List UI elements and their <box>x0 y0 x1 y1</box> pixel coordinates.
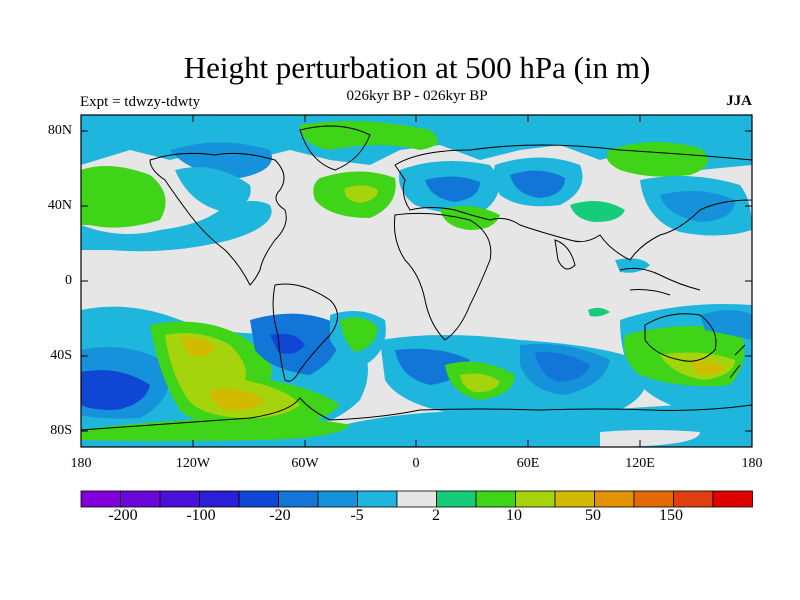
colorbar-swatch <box>278 490 319 508</box>
coast-south-america <box>272 283 338 382</box>
tick-marks <box>81 115 752 447</box>
coast-antarctica <box>81 397 752 431</box>
contour-yellow-australia <box>690 360 725 375</box>
x-tick-0: 0 <box>412 456 420 471</box>
contour-field <box>81 115 752 447</box>
contour-lime-south-indian <box>460 373 500 393</box>
colorbar-label-150: 150 <box>659 507 683 524</box>
colorbar-swatch <box>120 490 161 508</box>
contour-cyan-namerica <box>81 201 272 252</box>
colorbar-swatch <box>357 490 398 508</box>
map-title: Height perturbation at 500 hPa (in m) <box>183 50 651 85</box>
contour-green-south-atlantic <box>340 317 378 352</box>
map-subtitle: 026kyr BP - 026kyr BP <box>346 88 488 104</box>
contour-deep-blue-eurasia <box>425 176 480 202</box>
colorbar-label-50: 50 <box>585 507 601 524</box>
season-label: JJA <box>726 93 752 109</box>
contour-blue-north-2 <box>170 142 272 178</box>
colorbar-swatch <box>633 490 674 508</box>
contour-deep-blue-asia <box>510 170 565 198</box>
colorbar-label-m200: -200 <box>108 507 138 524</box>
x-tick-120e: 120E <box>625 456 655 471</box>
colorbar-swatch <box>515 490 556 508</box>
contour-yellow-atlantic <box>344 185 378 203</box>
y-tick-40s: 40S <box>50 348 72 363</box>
coast-africa <box>394 212 492 341</box>
colorbar-swatch <box>475 490 516 508</box>
y-tick-80s: 80S <box>50 423 72 438</box>
contour-green-med <box>440 206 500 230</box>
colorbar-swatches <box>80 490 753 508</box>
colorbar-swatch <box>80 490 121 508</box>
contour-blue-pacific <box>660 191 735 222</box>
coast-north-america <box>149 152 287 286</box>
coast-new-zealand <box>729 344 746 379</box>
colorbar-swatch <box>199 490 240 508</box>
colorbar-swatch <box>712 490 753 508</box>
x-tick-180-right: 180 <box>741 456 763 471</box>
colorbar-swatch <box>554 490 595 508</box>
coast-eurasia <box>394 144 752 261</box>
contour-deep-blue-south-west <box>81 370 150 410</box>
colorbar-swatch <box>396 490 437 508</box>
colorbar-swatch <box>436 490 477 508</box>
colorbar-label-m5: -5 <box>350 507 364 524</box>
x-tick-60e: 60E <box>516 456 540 471</box>
contour-blue-australia-2 <box>700 310 752 340</box>
contour-yellow-south-pacific-1 <box>180 337 215 357</box>
colorbar-label-m100: -100 <box>186 507 216 524</box>
coast-seasia <box>619 267 701 296</box>
y-tick-0: 0 <box>65 273 72 288</box>
coast-australia <box>644 313 717 362</box>
experiment-label: Expt = tdwzy-tdwty <box>80 94 201 110</box>
x-tick-60w: 60W <box>291 456 319 471</box>
contour-green-antarctica <box>81 418 350 441</box>
colorbar-swatch <box>159 490 200 508</box>
colorbar-swatch <box>673 490 714 508</box>
y-tick-80n: 80N <box>47 123 72 138</box>
coast-greenland <box>299 125 371 171</box>
colorbar-label-2: 2 <box>432 507 440 524</box>
colorbar-swatch <box>238 490 279 508</box>
coast-india <box>554 239 576 270</box>
colorbar-swatch <box>317 490 358 508</box>
x-tick-180-left: 180 <box>70 456 92 471</box>
contour-yellow-south-pacific-2 <box>210 388 265 411</box>
colorbar-label-10: 10 <box>506 507 522 524</box>
y-tick-40n: 40N <box>47 198 72 213</box>
contour-gray-antarctica <box>600 430 700 447</box>
contour-green-namerica <box>81 166 166 228</box>
colorbar-label-m20: -20 <box>269 507 291 524</box>
contour-cyan-namerica-2 <box>175 167 251 212</box>
contour-deep-blue-south-indian <box>535 351 590 382</box>
x-tick-120w: 120W <box>175 456 211 471</box>
contour-green-central-asia <box>570 201 625 222</box>
coastlines <box>81 125 752 431</box>
contour-green-tropics <box>588 307 610 317</box>
contour-green-north-1 <box>300 121 438 150</box>
colorbar-swatch <box>594 490 635 508</box>
